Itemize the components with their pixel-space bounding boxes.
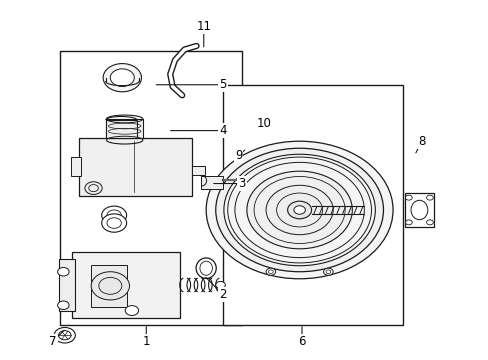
Text: 5: 5 — [219, 78, 226, 91]
Circle shape — [102, 206, 126, 224]
Circle shape — [215, 282, 225, 288]
Circle shape — [405, 220, 411, 225]
Text: 9: 9 — [235, 149, 242, 162]
Circle shape — [265, 268, 275, 275]
Text: 6: 6 — [298, 335, 305, 348]
Text: 1: 1 — [142, 335, 150, 348]
Bar — [79, 138, 191, 196]
Bar — [223, 85, 402, 325]
Circle shape — [107, 218, 121, 228]
Ellipse shape — [196, 258, 216, 278]
Ellipse shape — [410, 200, 427, 220]
Circle shape — [265, 185, 332, 235]
Circle shape — [287, 201, 311, 219]
Bar — [404, 193, 433, 227]
Circle shape — [91, 272, 129, 300]
Circle shape — [323, 268, 332, 275]
Text: 4: 4 — [219, 124, 226, 137]
Circle shape — [246, 171, 351, 249]
Circle shape — [110, 69, 134, 86]
Circle shape — [215, 148, 383, 272]
Circle shape — [85, 182, 102, 194]
Text: 3: 3 — [238, 177, 245, 190]
Circle shape — [58, 267, 69, 276]
Circle shape — [206, 141, 392, 279]
Ellipse shape — [200, 261, 212, 275]
Bar — [72, 252, 180, 318]
Bar — [60, 51, 242, 325]
Text: 8: 8 — [417, 135, 425, 148]
Circle shape — [107, 210, 121, 221]
Circle shape — [426, 220, 432, 225]
Circle shape — [426, 195, 432, 200]
Bar — [105, 120, 137, 138]
Bar — [106, 119, 142, 140]
Circle shape — [54, 328, 75, 343]
Bar — [59, 259, 75, 311]
Circle shape — [102, 214, 126, 232]
Circle shape — [293, 206, 305, 214]
Circle shape — [103, 64, 141, 92]
Circle shape — [125, 306, 138, 315]
Bar — [91, 265, 127, 307]
Circle shape — [58, 301, 69, 310]
Text: 7: 7 — [49, 335, 57, 348]
Bar — [191, 166, 205, 175]
Circle shape — [224, 154, 375, 266]
Text: 11: 11 — [196, 20, 211, 33]
Circle shape — [405, 195, 411, 200]
Bar — [70, 157, 81, 176]
Bar — [201, 176, 223, 189]
Text: 2: 2 — [219, 288, 226, 301]
Text: 10: 10 — [256, 117, 270, 130]
